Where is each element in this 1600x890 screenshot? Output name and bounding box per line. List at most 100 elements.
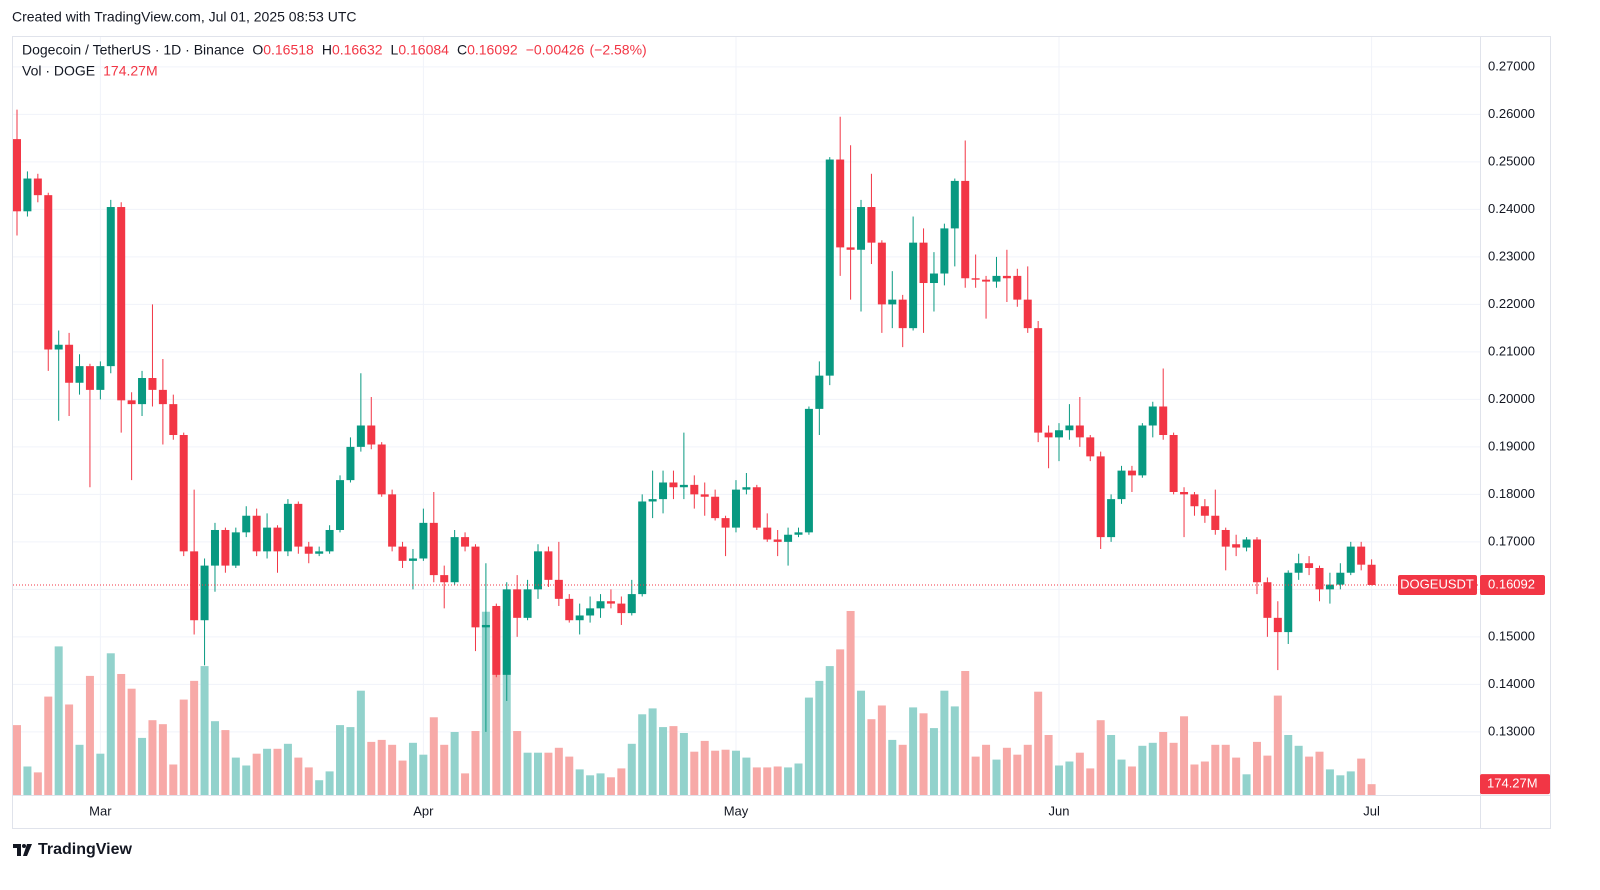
candle-body — [1013, 275, 1022, 300]
candle-body — [867, 207, 876, 243]
legend-value: 0.16092 — [467, 42, 518, 58]
candle-body — [711, 496, 720, 519]
volume-bar — [523, 752, 532, 795]
candle-body — [1107, 499, 1116, 538]
volume-bar — [534, 752, 542, 795]
volume-bar — [1336, 775, 1345, 795]
volume-bar — [638, 714, 647, 795]
volume-bar — [44, 696, 53, 795]
volume-bar — [377, 739, 386, 795]
y-tick-label: 0.17000 — [1488, 533, 1535, 548]
candle-body — [1357, 546, 1366, 565]
volume-bar — [1221, 744, 1230, 795]
volume-bar — [1211, 744, 1220, 795]
volume-bar — [1044, 734, 1053, 795]
candle-body — [877, 242, 886, 305]
candle-body — [773, 539, 782, 542]
volume-bar — [1190, 764, 1199, 795]
candle-body — [909, 242, 918, 329]
candle-body — [346, 446, 355, 481]
volume-bar — [1023, 744, 1032, 795]
volume-bar — [263, 748, 272, 795]
volume-bar — [283, 743, 292, 795]
y-tick-label: 0.18000 — [1488, 486, 1535, 501]
volume-bar — [877, 705, 886, 795]
volume-bar — [784, 767, 793, 795]
price-badge — [1480, 574, 1545, 595]
volume-bar — [1305, 756, 1314, 795]
volume-title: Vol · DOGE — [22, 63, 95, 79]
volume-bar — [440, 744, 449, 795]
volume-bar — [627, 743, 636, 795]
volume-bar — [388, 744, 397, 795]
volume-bar — [929, 728, 938, 795]
volume-bar — [606, 777, 615, 795]
volume-bar — [513, 731, 522, 795]
volume-bar — [1127, 766, 1136, 795]
candle-body — [700, 494, 709, 497]
candle-body — [33, 178, 42, 196]
candle-body — [471, 546, 480, 628]
candle-body — [231, 532, 240, 566]
volume-bar — [1138, 745, 1147, 795]
candle-body — [1169, 434, 1178, 492]
candle-body — [617, 603, 626, 614]
legend-change: −0.00426 — [526, 42, 585, 58]
candle-body — [502, 589, 511, 675]
volume-bar — [221, 730, 230, 795]
candle-body — [336, 480, 345, 530]
candle-body — [815, 375, 824, 409]
candle-body — [1325, 584, 1334, 590]
volume-bar — [96, 753, 105, 795]
candle-body — [898, 299, 907, 329]
volume-bar — [158, 724, 167, 795]
volume-bar — [450, 732, 459, 795]
price-badge-text: 0.16092 — [1488, 576, 1535, 591]
volume-bar — [336, 725, 345, 795]
candle-body — [1284, 572, 1293, 633]
y-tick-label: 0.14000 — [1488, 676, 1535, 691]
volume-bar — [773, 766, 782, 795]
candle-body — [315, 551, 324, 554]
candle-body — [210, 529, 219, 566]
volume-bar — [690, 751, 699, 795]
y-tick-label: 0.21000 — [1488, 343, 1535, 358]
volume-bar — [742, 757, 751, 795]
volume-bar — [648, 708, 657, 795]
candle-body — [888, 299, 897, 305]
candle-body — [221, 529, 230, 566]
logo-shape — [23, 844, 32, 856]
volume-bar — [408, 742, 417, 795]
volume-bar — [857, 690, 866, 795]
candle-body — [648, 499, 657, 502]
legend-key: O — [252, 42, 263, 58]
volume-bar — [419, 754, 428, 795]
volume-bar — [752, 767, 761, 795]
footer-brand: TradingView — [38, 841, 133, 858]
volume-bar — [971, 756, 980, 795]
volume-bar — [117, 673, 126, 795]
candle-body — [179, 434, 188, 552]
candle-body — [1159, 406, 1168, 435]
volume-bar — [1294, 745, 1303, 795]
candle-body — [1034, 328, 1043, 433]
candle-body — [1305, 563, 1314, 568]
candle-body — [1263, 582, 1272, 618]
candle-body — [565, 598, 574, 621]
volume-bar — [65, 704, 74, 795]
x-tick-label: Jun — [1049, 803, 1070, 818]
volume-bar — [461, 773, 470, 795]
volume-bar — [804, 697, 813, 795]
x-tick-label: Jul — [1363, 803, 1380, 818]
legend-title: Dogecoin / TetherUS · 1D · Binance — [22, 42, 245, 58]
volume-bar — [669, 726, 678, 795]
y-tick-label: 0.13000 — [1488, 723, 1535, 738]
chart-frame — [12, 36, 1551, 829]
volume-bar — [33, 772, 42, 795]
volume-bar — [210, 721, 219, 795]
candle-body — [65, 344, 74, 383]
volume-bar — [846, 610, 855, 795]
volume-bar — [919, 713, 928, 795]
candle-body — [825, 159, 834, 376]
